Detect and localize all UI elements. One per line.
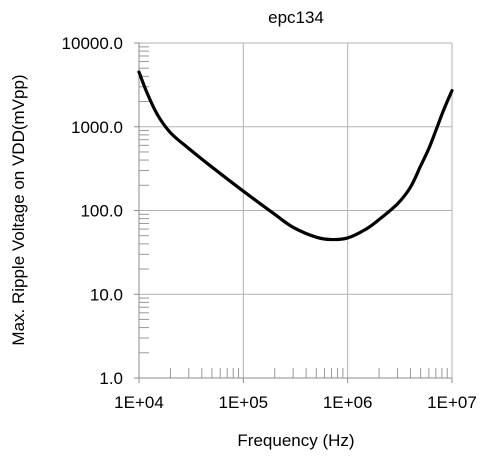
y-tick-label: 100.0 [80,202,123,221]
y-axis-title: Max. Ripple Voltage on VDD(mVpp) [9,74,28,345]
x-tick-label: 1E+06 [323,393,373,412]
x-axis-title: Frequency (Hz) [237,431,354,450]
minor-ticks [139,46,448,378]
y-tick-label: 1.0 [99,369,123,388]
tick-labels: 1E+04 1E+05 1E+06 1E+07 1.0 10.0 100.0 1000.0 10… [62,34,477,412]
series-layer [137,70,454,242]
series-line [137,70,454,242]
x-tick-label: 1E+05 [219,393,269,412]
chart-title: epc134 [268,8,324,27]
axes [134,42,453,383]
y-tick-label: 10.0 [90,285,123,304]
x-tick-label: 1E+04 [114,393,164,412]
x-tick-label: 1E+07 [427,393,477,412]
gridlines [138,42,453,379]
y-tick-label: 10000.0 [62,34,123,53]
y-tick-label: 1000.0 [71,118,123,137]
